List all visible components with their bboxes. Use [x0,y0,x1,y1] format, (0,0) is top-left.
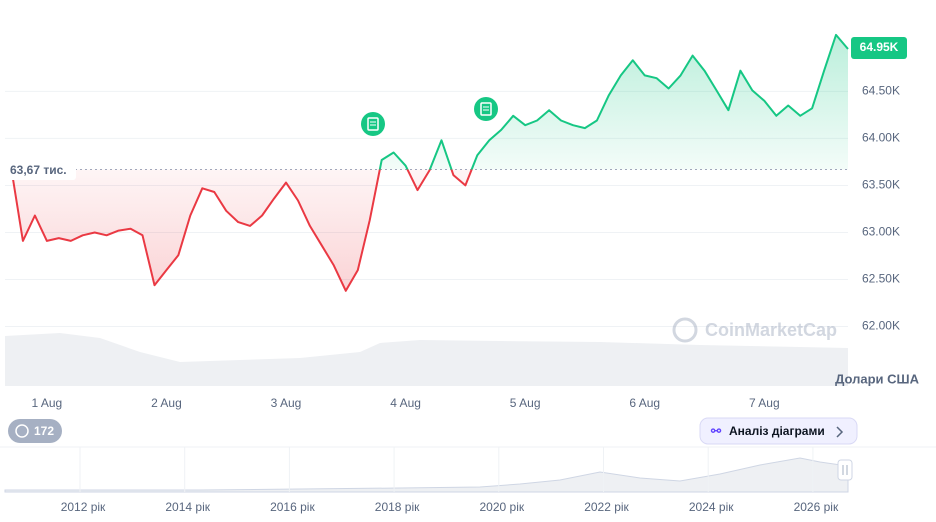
watermark: CoinMarketCap [672,317,837,343]
x-tick-label: 7 Aug [749,396,780,410]
last-price-box [851,37,907,59]
event-icon[interactable] [474,97,498,121]
navigator-label: 2016 рік [270,500,315,514]
badge-count: 172 [34,424,54,438]
watermark-text: CoinMarketCap [705,320,837,340]
navigator-label: 2026 рік [794,500,839,514]
baseline-label: 63,67 тис. [10,163,67,177]
x-tick-label: 1 Aug [32,396,63,410]
y-tick-label: 63.00K [862,225,900,239]
y-tick-label: 62.00K [862,319,900,333]
x-tick-label: 2 Aug [151,396,182,410]
navigator-label: 2024 рік [689,500,734,514]
x-tick-label: 5 Aug [510,396,541,410]
x-tick-label: 6 Aug [629,396,660,410]
navigator-label: 2012 рік [61,500,106,514]
analysis-icon: ⚯ [710,424,722,438]
volume-band [5,333,848,386]
y-axis-label: Долари США [835,371,920,386]
y-tick-label: 64.50K [862,84,900,98]
navigator-label: 2020 рік [479,500,524,514]
navigator-label: 2018 рік [375,500,420,514]
area-fill [11,34,848,291]
analysis-button-text: Аналіз діаграми [729,424,825,438]
y-tick-label: 62.50K [862,272,900,286]
baseline-label-box [4,162,76,180]
y-tick-label: 63.50K [862,178,900,192]
y-tick-label: 64.00K [862,131,900,145]
navigator-handle[interactable] [837,459,853,481]
analysis-button[interactable] [699,417,858,445]
x-tick-label: 3 Aug [271,396,302,410]
event-icon[interactable] [361,112,385,136]
x-tick-label: 4 Aug [390,396,421,410]
price-line [10,33,849,292]
last-price-label: 64.95K [860,40,899,54]
navigator-label: 2022 рік [584,500,629,514]
navigator-label: 2014 рік [165,500,210,514]
